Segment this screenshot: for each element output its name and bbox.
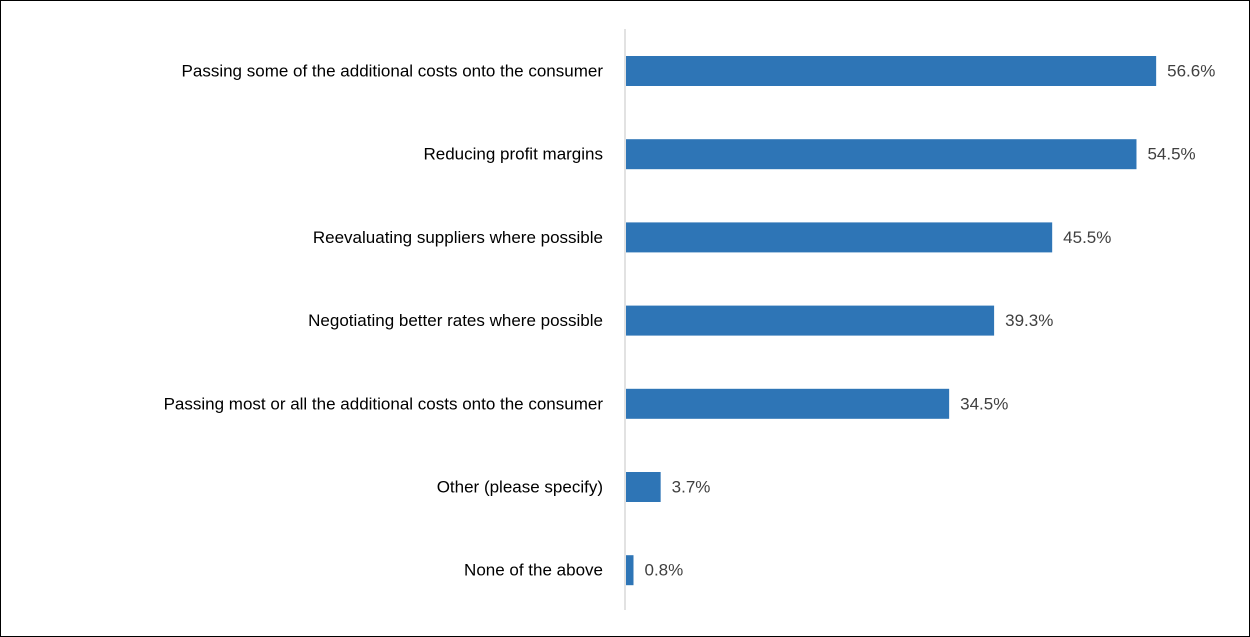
- category-label-2: Reducing profit margins: [423, 145, 603, 164]
- category-label-6: Other (please specify): [437, 478, 603, 497]
- bar-2: [626, 139, 1137, 170]
- category-labels: Passing some of the additional costs ont…: [164, 62, 604, 580]
- data-label-2: 54.5%: [1147, 145, 1195, 164]
- category-label-1: Passing some of the additional costs ont…: [182, 62, 604, 81]
- data-label-1: 56.6%: [1167, 62, 1215, 81]
- data-label-3: 45.5%: [1063, 228, 1111, 247]
- data-labels: 56.6% 54.5% 45.5% 39.3% 34.5% 3.7% 0.8%: [644, 62, 1215, 580]
- category-label-3: Reevaluating suppliers where possible: [313, 228, 603, 247]
- bar-5: [626, 388, 950, 419]
- data-label-5: 34.5%: [960, 394, 1008, 413]
- category-label-4: Negotiating better rates where possible: [308, 311, 603, 330]
- bars-group: [626, 56, 1157, 586]
- category-label-5: Passing most or all the additional costs…: [164, 394, 604, 413]
- data-label-6: 3.7%: [672, 478, 711, 497]
- bar-6: [626, 472, 661, 502]
- data-label-4: 39.3%: [1005, 311, 1053, 330]
- bar-4: [626, 305, 995, 336]
- bar-3: [626, 222, 1053, 253]
- data-label-7: 0.8%: [644, 561, 683, 580]
- bar-1: [626, 56, 1157, 86]
- category-label-7: None of the above: [464, 561, 603, 580]
- bar-7: [626, 555, 634, 586]
